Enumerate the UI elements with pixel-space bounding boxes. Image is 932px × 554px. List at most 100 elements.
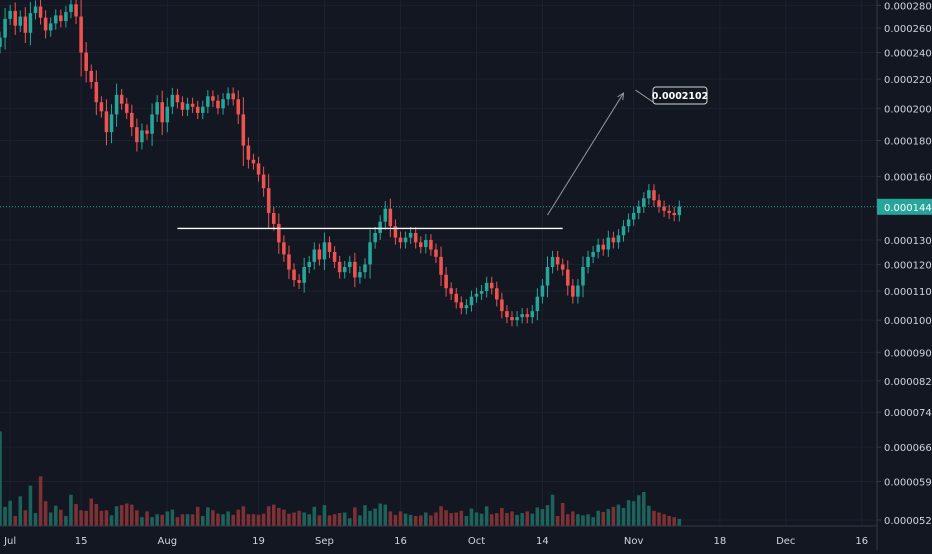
candle-body [195,106,200,113]
candle-body [642,198,646,207]
candles [0,0,682,327]
volume-bar [424,512,428,526]
candle-body [246,145,251,160]
volume-bar [636,495,641,526]
volume-bar [348,518,352,526]
candle-body [464,305,469,309]
volume-bar [135,510,139,526]
volume-bar [327,515,332,526]
volume-bar [150,517,154,526]
volume-bar [489,514,494,526]
candle-body [626,219,631,227]
candle-body [59,15,63,22]
volume-bar [459,510,464,526]
volume-bar [565,514,570,526]
volume-bar [479,513,484,526]
candle-body [510,317,514,321]
candle-body [596,244,600,252]
candle-body [444,274,448,289]
volume-bar [439,506,443,526]
volume-bars [0,431,682,526]
volume-bar [216,513,220,526]
drawings[interactable]: 0.0002102 [0,86,877,230]
volume-bar [621,507,626,526]
candle-body [378,221,382,233]
candle-body [104,111,109,133]
candle-body [348,261,352,267]
volume-bar [418,515,423,526]
volume-bar [464,515,469,526]
candle-body [0,37,2,47]
candle-body [601,244,606,250]
volume-bar [591,517,595,526]
volume-bar [332,514,337,526]
candle-body [332,251,337,262]
grid [0,0,877,526]
volume-bar [3,506,7,526]
candle-body [135,127,139,143]
candle-body [647,190,651,199]
candle-body [581,266,585,286]
candle-body [495,288,499,300]
candle-body [185,103,190,110]
target-arrow[interactable] [547,92,624,216]
volume-bar [495,513,499,526]
candle-body [119,94,124,104]
candle-body [337,261,342,273]
candle-body [226,93,230,100]
volume-bar [266,506,271,526]
volume-bar [515,514,519,526]
candle-body [576,285,580,297]
candle-body [282,242,286,255]
candle-body [231,93,235,100]
volume-bar [307,514,312,526]
candle-body [201,106,205,113]
volume-bar [13,515,17,526]
candle-body [616,235,621,243]
volume-bar [99,510,104,526]
time-tick-label: Dec [776,536,795,547]
volume-bar [434,512,438,526]
candle-body [449,288,453,294]
candle-body [150,114,154,134]
volume-bar [236,509,241,526]
candle-body [393,226,398,238]
volume-bar [601,511,606,526]
candle-body [565,269,570,286]
target-label-box[interactable] [652,86,708,105]
candle-body [251,159,256,164]
volume-bar [180,514,185,526]
candle-body [317,249,322,260]
volume-bar [616,504,621,526]
volume-bar [525,511,529,526]
candle-body [677,206,682,216]
time-axis[interactable]: Jul 15 Aug 19 Sep 16 Oct 14 Nov 18 Dec 16 [0,525,877,547]
candle-body [484,282,489,292]
volume-bar [84,510,88,526]
volume-bar [317,515,322,526]
volume-bar [505,513,509,526]
volume-bar [383,504,388,526]
candle-body [266,188,271,213]
volume-bar [124,503,129,526]
candle-body [540,285,545,297]
candle-body [277,223,281,243]
candle-body [469,296,474,306]
volume-bar [104,510,109,526]
candle-body [13,10,17,26]
candle-body [611,237,616,243]
volume-bar [672,517,676,526]
candle-body [322,242,327,260]
candle-body [459,302,464,309]
volume-bar [353,507,357,526]
volume-bar [69,494,73,526]
volume-bar [550,494,555,526]
volume-bar [337,513,342,526]
candle-body [545,266,550,286]
volume-bar [241,506,246,526]
